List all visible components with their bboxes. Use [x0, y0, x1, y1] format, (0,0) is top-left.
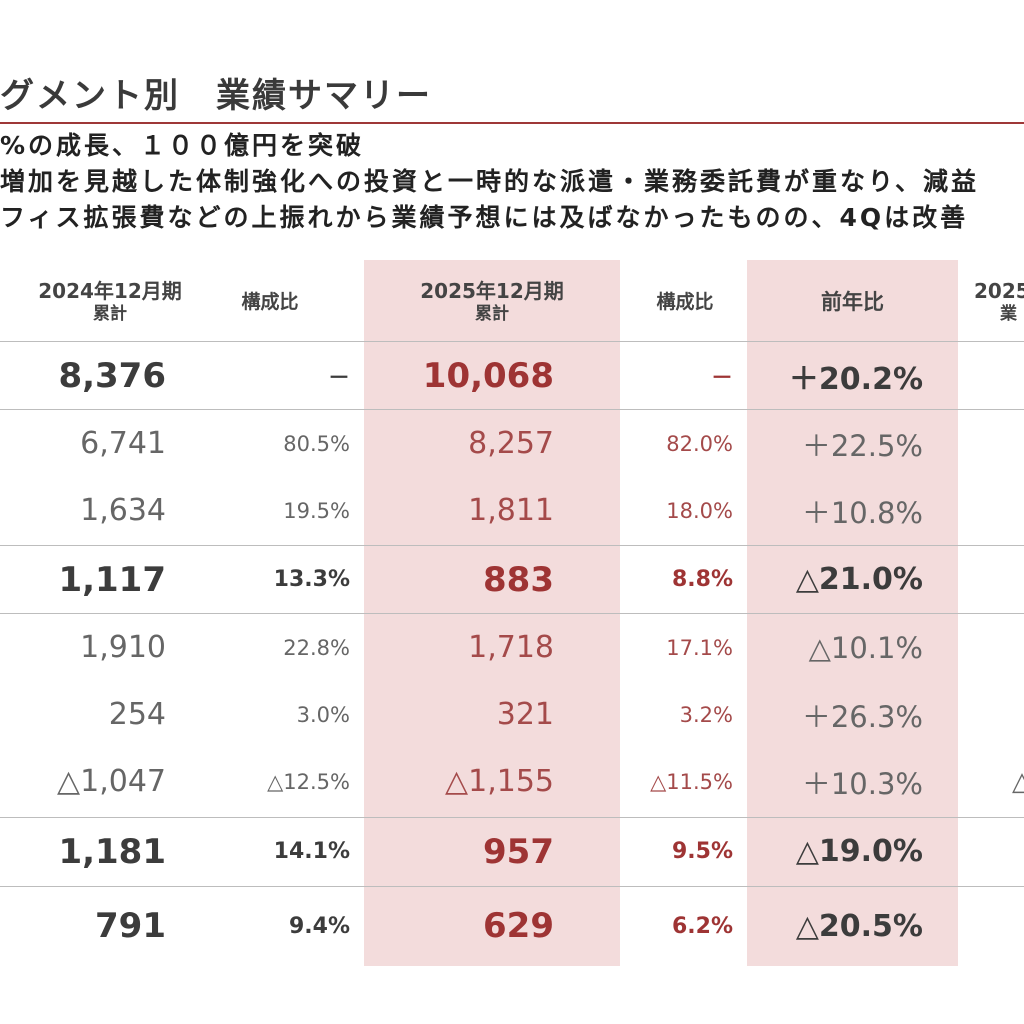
table-row: 1,117 13.3% 883 8.8% △21.0%	[0, 546, 1024, 613]
title-underline	[0, 122, 1024, 124]
page-title: グメント別 業績サマリー	[0, 76, 432, 116]
cell-cur: 957	[483, 831, 554, 872]
cell-prev: △1,047	[57, 764, 166, 799]
cell-prev: 1,117	[58, 559, 166, 600]
cell-cur-ratio: 3.2%	[679, 702, 733, 727]
cell-yoy: △19.0%	[795, 834, 923, 869]
cell-prev-ratio: 13.3%	[273, 567, 350, 592]
cell-cur: 8,257	[468, 426, 554, 461]
cell-cur-ratio: 8.8%	[671, 567, 733, 592]
cell-next	[958, 614, 1024, 681]
table-row: 8,376 － 10,068 － ＋20.2%	[0, 342, 1024, 409]
header-cur-period-sub: 累計	[475, 303, 509, 324]
cell-prev-ratio: 14.1%	[273, 839, 350, 864]
table-row: 6,741 80.5% 8,257 82.0% ＋22.5%	[0, 410, 1024, 477]
table-header: 2024年12月期 累計 構成比 2025年12月期 累計 構成比 前年比 20…	[0, 260, 1024, 341]
cell-cur: 10,068	[422, 355, 554, 396]
cell-yoy: △20.5%	[795, 908, 923, 944]
cell-yoy: △10.1%	[808, 630, 923, 665]
cell-prev-ratio: 9.4%	[288, 913, 350, 939]
cell-next	[958, 887, 1024, 965]
table-row: 1,634 19.5% 1,811 18.0% ＋10.8%	[0, 477, 1024, 544]
cell-cur-ratio: 6.2%	[671, 913, 733, 939]
cell-next	[958, 546, 1024, 613]
cell-prev-ratio: 22.8%	[283, 635, 350, 660]
cell-cur-ratio: 18.0%	[666, 498, 733, 523]
cell-next	[958, 681, 1024, 748]
cell-prev: 254	[108, 697, 166, 732]
cell-prev: 1,181	[58, 831, 166, 872]
cell-cur: 629	[483, 906, 554, 946]
cell-cur: △1,155	[445, 764, 554, 799]
header-prev-period: 2024年12月期 累計	[0, 260, 220, 341]
cell-yoy: ＋22.5%	[801, 428, 923, 463]
cell-prev-ratio: 19.5%	[283, 498, 350, 523]
cell-prev: 1,634	[80, 493, 166, 528]
table-row: 791 9.4% 629 6.2% △20.5%	[0, 887, 1024, 965]
cell-prev-ratio: 80.5%	[283, 431, 350, 456]
summary-line-1: %の成長、１００億円を突破	[0, 131, 365, 160]
table-row: △1,047 △12.5% △1,155 △11.5% ＋10.3% △	[0, 748, 1024, 815]
table-row: 254 3.0% 321 3.2% ＋26.3%	[0, 681, 1024, 748]
cell-cur-ratio: 82.0%	[666, 431, 733, 456]
cell-cur-ratio: △11.5%	[650, 769, 733, 794]
cell-prev: 8,376	[58, 355, 166, 396]
cell-cur-ratio: 9.5%	[671, 839, 733, 864]
cell-next: △	[1012, 766, 1024, 797]
cell-next	[958, 818, 1024, 885]
row-rule	[0, 613, 1024, 614]
header-next-period-sub: 業	[1000, 303, 1017, 324]
cell-yoy: ＋10.8%	[801, 495, 923, 530]
cell-yoy: ＋20.2%	[788, 361, 923, 397]
cell-cur-ratio: －	[710, 365, 733, 391]
header-prev-ratio: 構成比	[230, 260, 310, 341]
header-cur-ratio-label: 構成比	[656, 291, 714, 313]
cell-cur-ratio: 17.1%	[666, 635, 733, 660]
cell-cur: 883	[483, 559, 554, 600]
row-rule	[0, 409, 1024, 410]
header-prev-ratio-label: 構成比	[241, 291, 299, 313]
summary-text: %の成長、１００億円を突破 増加を見越した体制強化への投資と一時的な派遣・業務委…	[0, 128, 1024, 236]
table-row: 1,910 22.8% 1,718 17.1% △10.1%	[0, 614, 1024, 681]
header-cur-period-label: 2025年12月期	[420, 278, 564, 303]
cell-prev-ratio: 3.0%	[296, 702, 350, 727]
cell-cur: 1,718	[468, 630, 554, 665]
cell-yoy: △21.0%	[795, 562, 923, 597]
header-cur-ratio: 構成比	[630, 260, 740, 341]
cell-next	[958, 477, 1024, 544]
cell-yoy: ＋10.3%	[801, 766, 923, 801]
header-next-period-label: 2025	[974, 278, 1024, 303]
summary-line-3: フィス拡張費などの上振れから業績予想には及ばなかったものの、4Qは改善	[0, 203, 969, 232]
header-yoy: 前年比	[747, 260, 958, 341]
cell-prev-ratio: －	[327, 365, 350, 391]
header-prev-period-sub: 累計	[93, 303, 127, 324]
table-row: 1,181 14.1% 957 9.5% △19.0%	[0, 818, 1024, 885]
row-rule	[0, 545, 1024, 546]
cell-next	[958, 342, 1024, 409]
header-next-period: 2025 業	[974, 260, 1024, 341]
header-yoy-label: 前年比	[821, 289, 884, 314]
cell-cur: 1,811	[468, 493, 554, 528]
summary-line-2: 増加を見越した体制強化への投資と一時的な派遣・業務委託費が重なり、減益	[0, 167, 980, 196]
row-rule	[0, 817, 1024, 818]
cell-next	[958, 410, 1024, 477]
cell-prev: 791	[95, 906, 166, 946]
cell-prev: 1,910	[80, 630, 166, 665]
header-rule	[0, 341, 1024, 342]
row-rule	[0, 886, 1024, 887]
header-cur-period: 2025年12月期 累計	[364, 260, 620, 341]
header-prev-period-label: 2024年12月期	[38, 278, 182, 303]
cell-prev: 6,741	[80, 426, 166, 461]
cell-yoy: ＋26.3%	[801, 699, 923, 734]
cell-cur: 321	[496, 697, 554, 732]
cell-prev-ratio: △12.5%	[267, 769, 350, 794]
